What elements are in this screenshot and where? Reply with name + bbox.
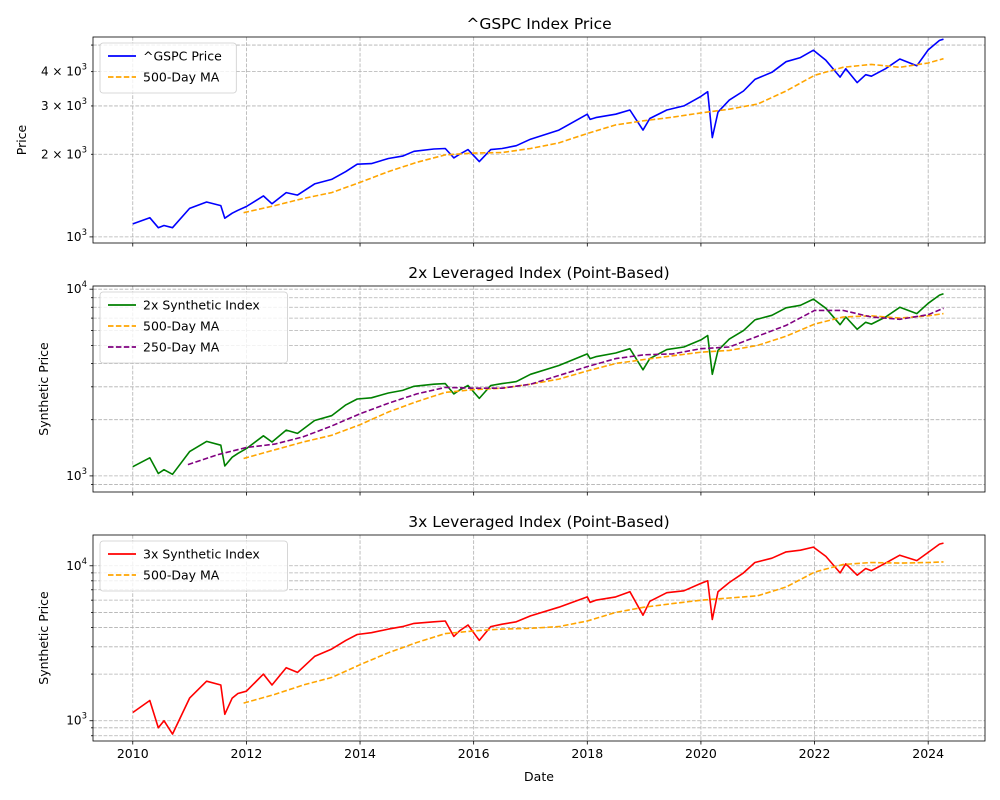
- chart-title: 2x Leveraged Index (Point-Based): [408, 264, 669, 282]
- y-tick-label: 103: [66, 712, 87, 728]
- y-tick-label: 103: [66, 228, 87, 244]
- chart-title: ^GSPC Index Price: [466, 15, 611, 33]
- x-axis-label: Date: [524, 769, 554, 784]
- panel-3: 103 104 3x Leveraged Index (Point-Based) Sy…: [36, 513, 986, 784]
- legend-label: 500-Day MA: [143, 568, 220, 583]
- series-line-3: [187, 307, 944, 466]
- y-axis-label: Synthetic Price: [36, 591, 51, 685]
- panel-2: 103 104 2x Leveraged Index (Point-Based) Sy…: [36, 264, 986, 496]
- legend-label: 250-Day MA: [143, 340, 220, 355]
- legend-label: ^GSPC Price: [143, 49, 222, 64]
- x-tick-label: 2016: [458, 746, 490, 761]
- legend-label: 500-Day MA: [143, 70, 220, 85]
- series-line-2: [243, 312, 944, 460]
- series-line-1: [132, 38, 944, 229]
- y-tick-label: 3 × 103: [41, 97, 87, 113]
- plot-frame: [92, 285, 986, 493]
- legend-label: 2x Synthetic Index: [143, 298, 260, 313]
- plot-frame: [92, 534, 986, 742]
- y-tick-label: 2 × 103: [41, 145, 87, 161]
- y-axis-label: Price: [14, 124, 29, 155]
- y-tick-label: 104: [66, 280, 87, 296]
- legend-box: [99, 291, 288, 364]
- y-axis-label: Synthetic Price: [36, 342, 51, 436]
- y-tick-label: 103: [66, 467, 87, 483]
- x-tick-label: 2018: [571, 746, 603, 761]
- panel-1: 103 2 × 103 3 × 103 4 × 103 ^GSPC Index Pric…: [14, 15, 986, 247]
- series-line-1: [132, 542, 944, 735]
- plot-frame: [92, 36, 986, 244]
- chart-title: 3x Leveraged Index (Point-Based): [408, 513, 669, 531]
- legend-label: 3x Synthetic Index: [143, 547, 260, 562]
- x-tick-label: 2024: [912, 746, 944, 761]
- legend-label: 500-Day MA: [143, 319, 220, 334]
- series-line-2: [243, 57, 944, 214]
- x-tick-label: 2012: [230, 746, 262, 761]
- series-line-1: [132, 293, 944, 476]
- legend-box: [99, 540, 288, 592]
- x-tick-label: 2022: [799, 746, 831, 761]
- x-tick-label: 2010: [117, 746, 149, 761]
- x-tick-label: 2020: [685, 746, 717, 761]
- y-tick-label: 4 × 103: [41, 63, 87, 79]
- series-line-2: [243, 561, 944, 704]
- x-tick-label: 2014: [344, 746, 376, 761]
- y-tick-label: 104: [66, 557, 87, 573]
